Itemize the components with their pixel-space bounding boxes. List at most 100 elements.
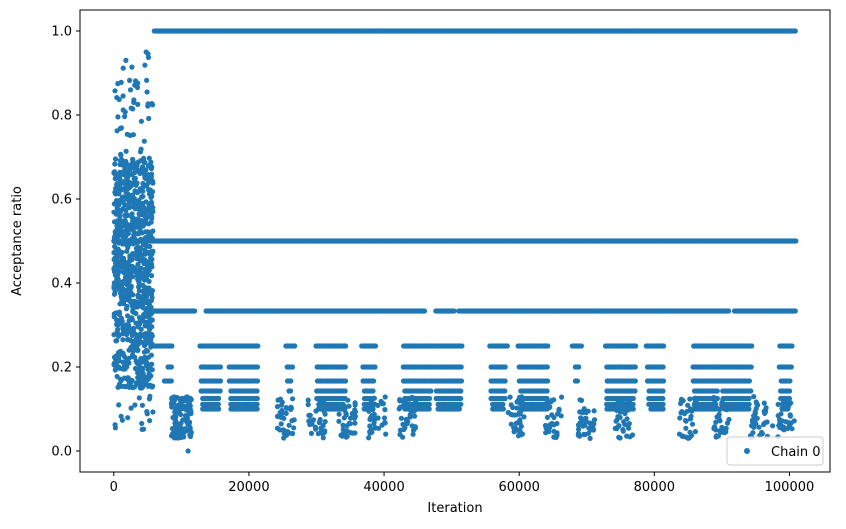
data-point	[545, 378, 551, 384]
data-point	[787, 378, 793, 384]
data-point	[117, 290, 124, 296]
data-point	[132, 175, 138, 181]
data-point	[549, 420, 555, 427]
data-point	[137, 209, 143, 215]
data-point	[140, 373, 147, 379]
data-point	[141, 359, 147, 365]
data-point	[789, 343, 795, 349]
data-point	[179, 395, 185, 401]
data-point	[178, 400, 184, 406]
data-point	[124, 194, 130, 200]
data-point	[142, 62, 148, 68]
data-point	[117, 321, 123, 327]
data-point	[517, 394, 523, 400]
data-point	[116, 96, 122, 103]
data-point	[292, 343, 298, 349]
data-point	[413, 399, 419, 405]
data-point	[621, 419, 627, 425]
data-point	[458, 401, 464, 407]
data-point	[502, 388, 508, 394]
data-point	[149, 331, 155, 337]
data-point	[517, 420, 523, 426]
x-tick-label: 80000	[634, 480, 675, 495]
data-point	[141, 343, 148, 349]
data-point	[660, 378, 667, 384]
data-point	[677, 415, 683, 421]
data-point	[115, 384, 121, 390]
data-point	[281, 430, 287, 436]
data-point	[168, 378, 174, 384]
data-point	[746, 406, 752, 412]
data-point	[556, 408, 562, 414]
data-point	[116, 286, 122, 292]
data-point	[762, 407, 769, 413]
data-point	[184, 397, 190, 403]
data-point	[398, 415, 404, 421]
data-point	[137, 253, 143, 259]
data-point	[135, 80, 141, 86]
data-point	[127, 77, 133, 83]
data-point	[426, 395, 433, 402]
data-point	[683, 425, 689, 431]
data-point	[508, 421, 514, 427]
data-point	[148, 199, 154, 206]
data-point	[128, 183, 134, 189]
data-point	[615, 414, 621, 420]
data-point	[622, 405, 628, 411]
data-point	[660, 395, 666, 402]
y-tick-label: 0.2	[51, 361, 72, 376]
data-point	[792, 28, 798, 34]
data-point	[148, 159, 154, 165]
data-point	[111, 362, 117, 368]
data-point	[126, 360, 132, 366]
data-point	[719, 403, 726, 409]
data-point	[687, 416, 694, 422]
data-point	[576, 426, 582, 432]
data-point	[342, 364, 348, 370]
data-point	[142, 247, 148, 253]
data-point	[173, 421, 179, 427]
data-point	[147, 243, 153, 250]
data-point	[115, 280, 121, 286]
data-point	[145, 163, 151, 169]
data-point	[120, 337, 126, 343]
data-point	[150, 189, 156, 195]
data-point	[279, 407, 285, 414]
data-point	[128, 405, 134, 411]
data-point	[137, 318, 143, 324]
data-point	[288, 378, 294, 384]
data-point	[114, 354, 120, 360]
data-point	[310, 417, 317, 423]
data-point	[660, 364, 666, 370]
data-point	[111, 332, 117, 338]
data-point	[115, 186, 121, 192]
data-point	[217, 388, 223, 394]
data-point	[305, 402, 311, 408]
data-point	[116, 402, 122, 408]
data-point	[372, 364, 378, 370]
data-point	[175, 435, 181, 441]
data-point	[115, 114, 121, 120]
data-point	[352, 420, 358, 426]
data-point	[148, 233, 154, 239]
data-point	[620, 428, 626, 434]
data-point	[459, 343, 465, 349]
data-point	[146, 301, 152, 307]
data-point	[145, 290, 151, 296]
data-point	[187, 427, 193, 433]
data-point	[381, 415, 388, 421]
data-point	[746, 378, 753, 384]
data-point	[125, 377, 131, 383]
data-point	[114, 223, 120, 229]
data-point	[751, 394, 757, 400]
data-point	[139, 426, 145, 432]
data-point	[397, 398, 403, 404]
data-point	[619, 397, 626, 404]
data-point	[342, 388, 348, 394]
data-point	[116, 173, 122, 179]
data-point	[169, 343, 175, 349]
data-point	[397, 404, 403, 410]
data-point	[121, 383, 127, 389]
data-point	[746, 395, 752, 402]
